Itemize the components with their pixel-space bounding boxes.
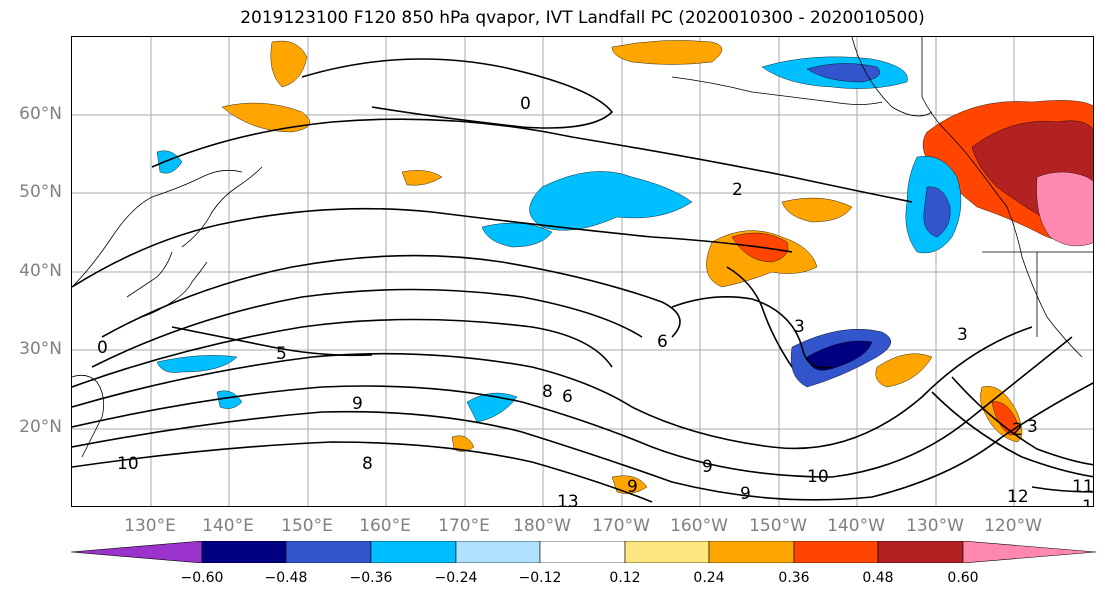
colorbar-segments [71, 541, 1096, 563]
colorbar-segment [455, 541, 541, 563]
contour-label: 9 [702, 457, 713, 477]
contour-label: 2 [1012, 420, 1023, 440]
colorbar-tick-label: 0.48 [862, 570, 894, 586]
lat-label-20n: 20°N [19, 417, 62, 437]
lon-label-140w: 140°W [827, 516, 885, 536]
lon-label-140e: 140°E [202, 516, 254, 536]
colorbar-tick-label: −0.36 [349, 570, 393, 586]
lon-label-170e: 170°E [438, 516, 490, 536]
colorbar-segment [539, 541, 626, 563]
colorbar-tick-label: −0.24 [434, 570, 478, 586]
lon-label-160e: 160°E [359, 516, 411, 536]
contour-label: 0 [97, 338, 108, 358]
colorbar-segment [370, 541, 457, 563]
lon-label-130e: 130°E [124, 516, 176, 536]
contour-label: 3 [1027, 417, 1038, 437]
lat-label-40n: 40°N [19, 261, 62, 281]
contour-label: 8 [542, 382, 553, 402]
lon-label-170w: 170°W [592, 516, 650, 536]
colorbar-tick-label: 0.24 [693, 570, 725, 586]
lat-label-60n: 60°N [19, 104, 62, 124]
contour-labels: 0 2 3 5 6 9 9 10 10 11 12 13 6 8 3 9 0 2… [97, 94, 1094, 507]
coastlines [72, 37, 1093, 458]
colorbar-segment [285, 541, 372, 563]
contour-label: 9 [352, 394, 363, 414]
colorbar-tick-label: 0.60 [947, 570, 979, 586]
colorbar-segment [962, 541, 1096, 563]
lon-label-180w: 180°W [513, 516, 571, 536]
contour-label: 12 [1007, 487, 1029, 507]
lon-label-150e: 150°E [281, 516, 333, 536]
contour-label: 13 [557, 492, 579, 507]
contour-label: 12 [1082, 497, 1094, 507]
contour-label: 9 [740, 484, 751, 504]
qvapor-anomaly-fills [156, 40, 1093, 494]
contour-label: 2 [732, 180, 743, 200]
colorbar-segment [201, 541, 287, 563]
contour-label: 10 [807, 467, 829, 487]
contour-label: 3 [957, 325, 968, 345]
lat-label-50n: 50°N [19, 182, 62, 202]
lon-label-120w: 120°W [984, 516, 1042, 536]
colorbar-tick-label: 0.36 [778, 570, 810, 586]
contour-label: 9 [627, 477, 638, 497]
colorbar-tick-label: −0.12 [518, 570, 562, 586]
map-plot: 0 2 3 5 6 9 9 10 10 11 12 13 6 8 3 9 0 2… [72, 37, 1094, 507]
colorbar-tick-label: −0.60 [180, 570, 224, 586]
lat-label-30n: 30°N [19, 339, 62, 359]
contour-label: 8 [362, 454, 373, 474]
contour-label: 10 [117, 454, 139, 474]
contour-label: 5 [276, 344, 287, 364]
colorbar-segment [71, 541, 203, 563]
contour-label: 6 [562, 387, 573, 407]
colorbar-tick-label: 0.12 [609, 570, 641, 586]
colorbar-segment [624, 541, 710, 563]
lon-label-130w: 130°W [906, 516, 964, 536]
lon-label-160w: 160°W [670, 516, 728, 536]
colorbar-tick-label: −0.48 [264, 570, 308, 586]
colorbar-segment [793, 541, 879, 563]
colorbar-segment [708, 541, 795, 563]
colorbar [71, 541, 1096, 563]
map-title: 2019123100 F120 850 hPa qvapor, IVT Land… [240, 8, 925, 28]
colorbar-segment [877, 541, 964, 563]
ivt-contours [72, 58, 1093, 503]
map-panel: 0 2 3 5 6 9 9 10 10 11 12 13 6 8 3 9 0 2… [71, 36, 1094, 507]
contour-label: 6 [657, 332, 668, 352]
contour-label: 0 [520, 94, 531, 114]
lon-label-150w: 150°W [749, 516, 807, 536]
contour-label: 3 [794, 317, 805, 337]
contour-label: 11 [1072, 477, 1094, 497]
